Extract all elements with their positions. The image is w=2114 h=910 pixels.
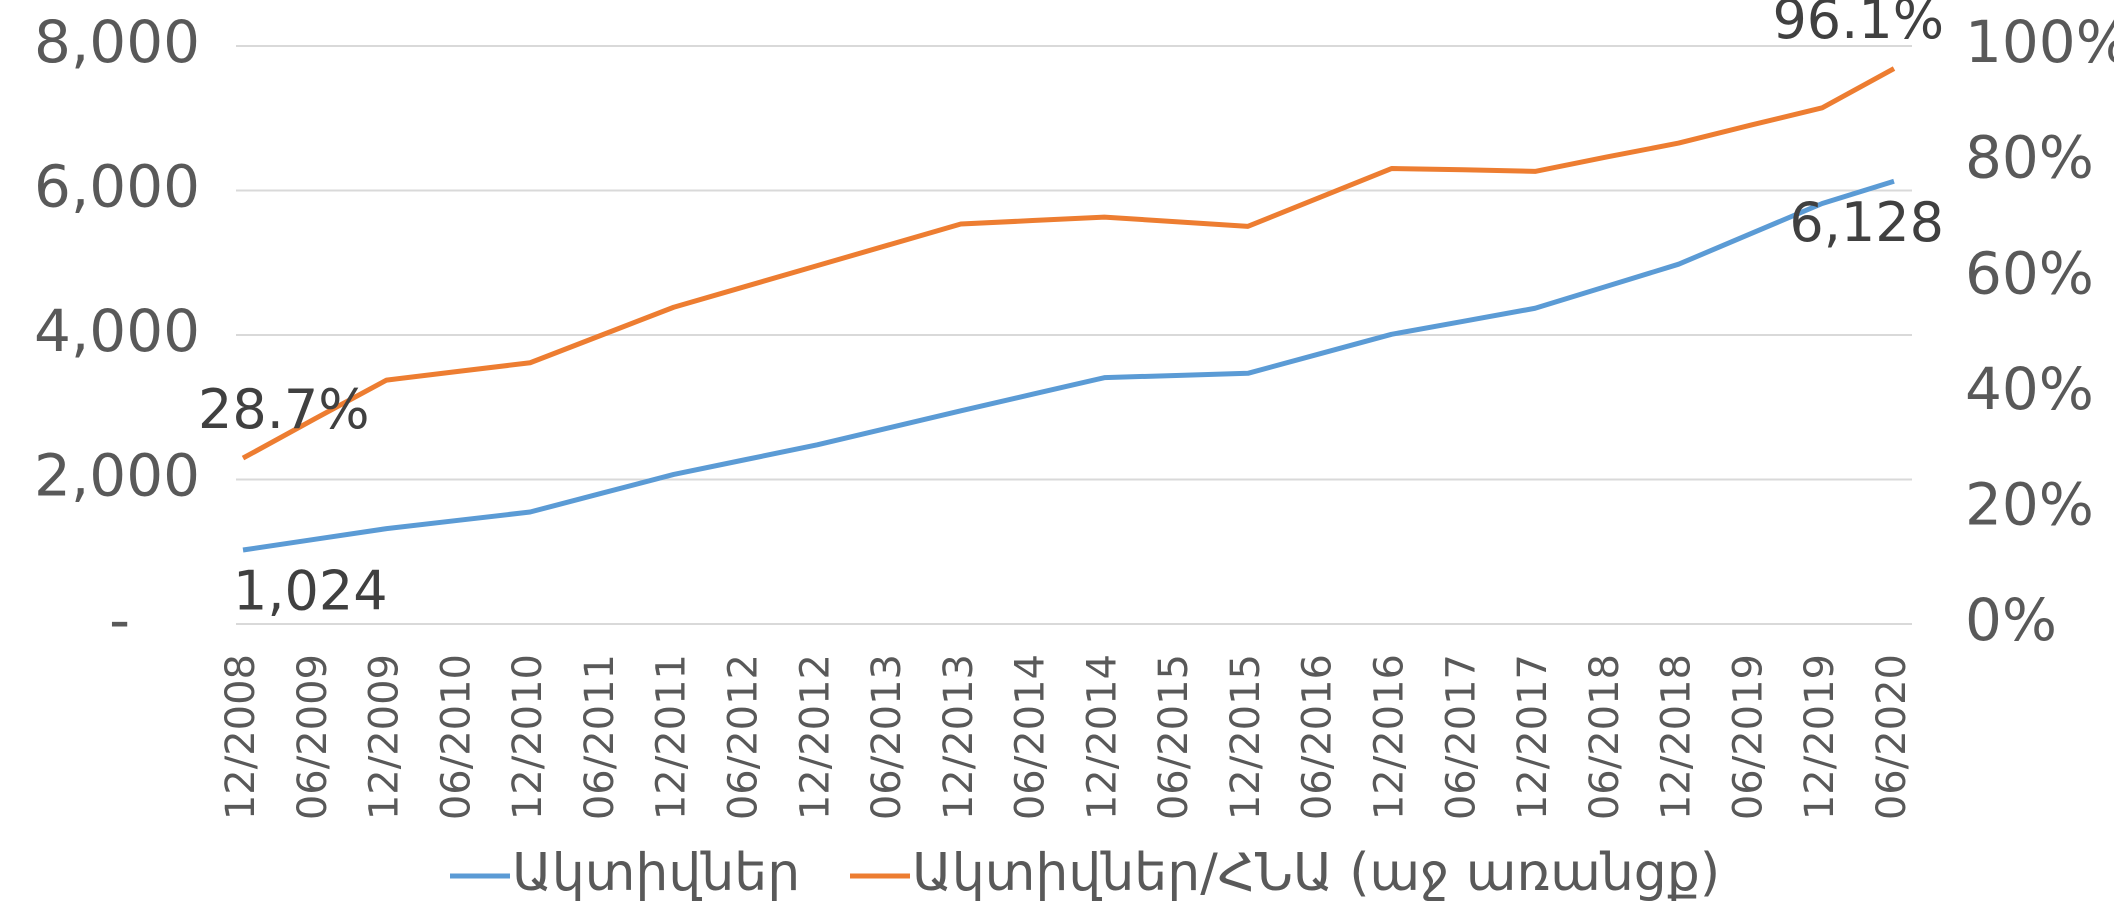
x-tick-label: 12/2016 [1367,654,1413,820]
y2-tick-label: 40% [1965,355,2094,423]
x-tick-label: 06/2013 [864,654,910,820]
x-tick-label: 12/2017 [1510,654,1556,820]
y2-tick-label: 80% [1965,124,2094,192]
x-tick-label: 12/2012 [792,654,838,820]
line [242,178,1895,553]
x-tick-label: 06/2015 [1151,654,1197,820]
y-tick-label: 6,000 [34,153,200,221]
x-tick-label: 06/2018 [1582,654,1628,820]
x-tick-label: 06/2009 [290,654,336,820]
x-tick-label: 12/2011 [649,654,695,820]
legend-label: Ակտիվներ/ՀՆԱ (աջ առանցք) [912,843,1720,903]
x-tick-label: 06/2010 [433,654,479,820]
x-tick-label: 12/2015 [1223,654,1269,820]
x-tick-label: 12/2019 [1797,654,1843,820]
x-tick-label: 06/2019 [1725,654,1771,820]
x-tick-label: 12/2013 [936,654,982,820]
x-tick-label: 06/2017 [1438,654,1484,820]
data-label: 6,128 [1789,191,1944,254]
data-label: 1,024 [233,560,388,623]
y-tick-label: 8,000 [34,8,200,76]
y2-tick-label: 60% [1965,239,2094,307]
x-tick-label: 06/2014 [1008,654,1054,820]
y2-tick-label: 100% [1965,8,2114,76]
y2-tick-label: 20% [1965,471,2094,539]
data-label: 96.1% [1772,0,1944,51]
y-tick-label: 4,000 [34,297,200,365]
x-tick-label: 06/2016 [1295,654,1341,820]
x-tick-label: 06/2011 [577,654,623,820]
data-label: 28.7% [198,378,370,441]
y-tick-label: - [109,586,130,654]
line [241,66,1896,461]
x-tick-label: 12/2008 [218,654,264,820]
x-tick-label: 06/2012 [720,654,766,820]
legend-label: Ակտիվներ [512,843,800,903]
x-tick-label: 12/2018 [1654,654,1700,820]
x-tick-label: 12/2009 [362,654,408,820]
y-tick-label: 2,000 [34,442,200,510]
y2-tick-label: 0% [1965,586,2057,654]
x-tick-label: 12/2014 [1079,654,1125,820]
x-tick-label: 12/2010 [505,654,551,820]
x-tick-label: 06/2020 [1869,654,1915,820]
